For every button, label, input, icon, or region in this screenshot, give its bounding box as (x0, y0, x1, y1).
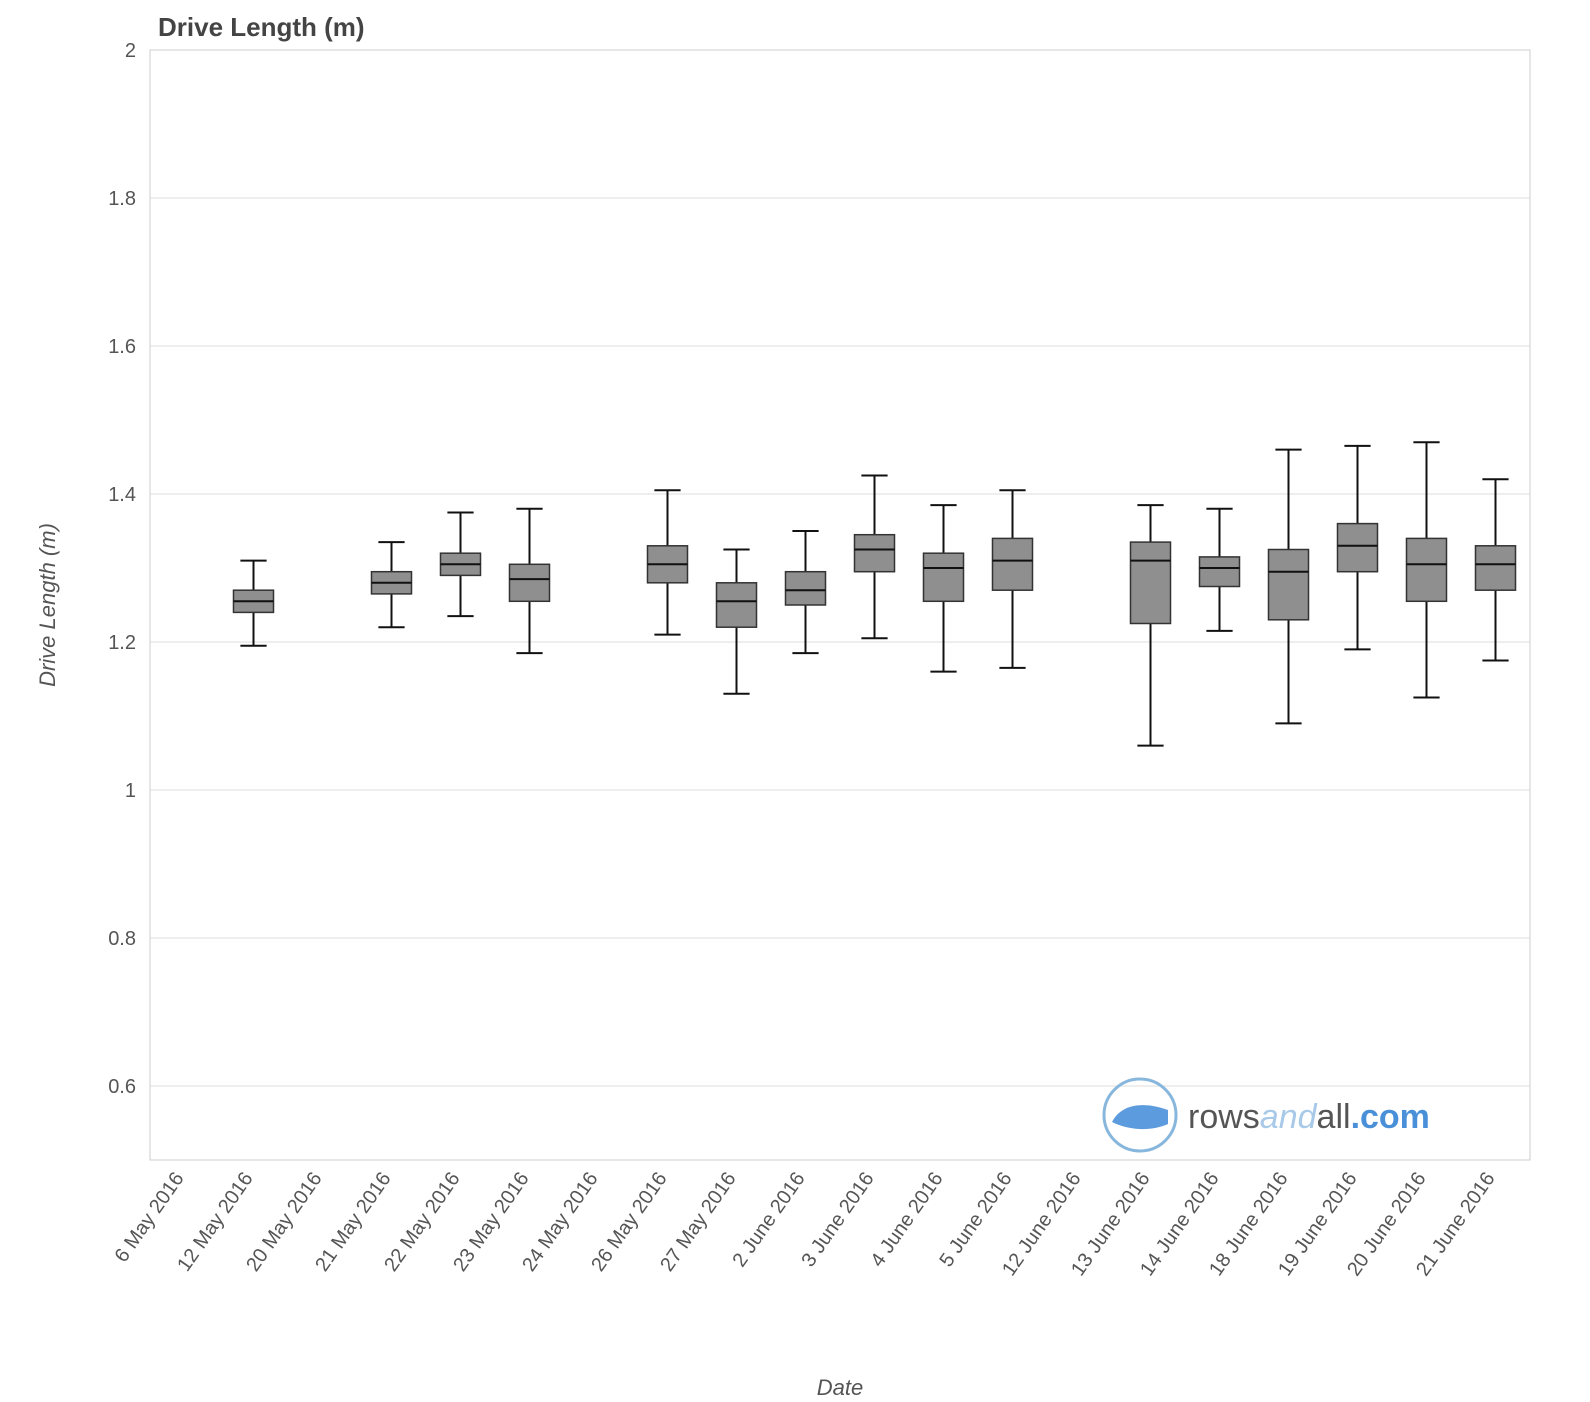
y-tick-label: 1.2 (108, 632, 136, 654)
y-tick-label: 1 (125, 780, 136, 802)
chart-svg: 0.6 0.8 1 1.2 1.4 1.6 1.8 2 Drive Length (m) Driv… (0, 0, 1590, 1402)
watermark-text: rowsandall.com (1188, 1098, 1430, 1136)
y-tick-label: 0.8 (108, 928, 136, 950)
x-axis-label: Date (817, 1375, 863, 1400)
x-tick-label: 6 May 2016 (111, 1168, 189, 1266)
x-tick-label: 2 June 2016 (728, 1168, 809, 1271)
y-tick-label: 1.8 (108, 188, 136, 210)
y-axis-label: Drive Length (m) (35, 523, 60, 687)
x-tick-label: 5 June 2016 (935, 1168, 1016, 1271)
x-tick-label: 4 June 2016 (866, 1168, 947, 1271)
y-tick-label: 2 (125, 40, 136, 62)
y-tick-label: 0.6 (108, 1076, 136, 1098)
boxplot-chart: 0.6 0.8 1 1.2 1.4 1.6 1.8 2 Drive Length (m) Driv… (0, 0, 1590, 1402)
y-tick-label: 1.6 (108, 336, 136, 358)
chart-title: Drive Length (m) (158, 12, 365, 42)
y-tick-label: 1.4 (108, 484, 136, 506)
x-tick-label: 3 June 2016 (797, 1168, 878, 1271)
